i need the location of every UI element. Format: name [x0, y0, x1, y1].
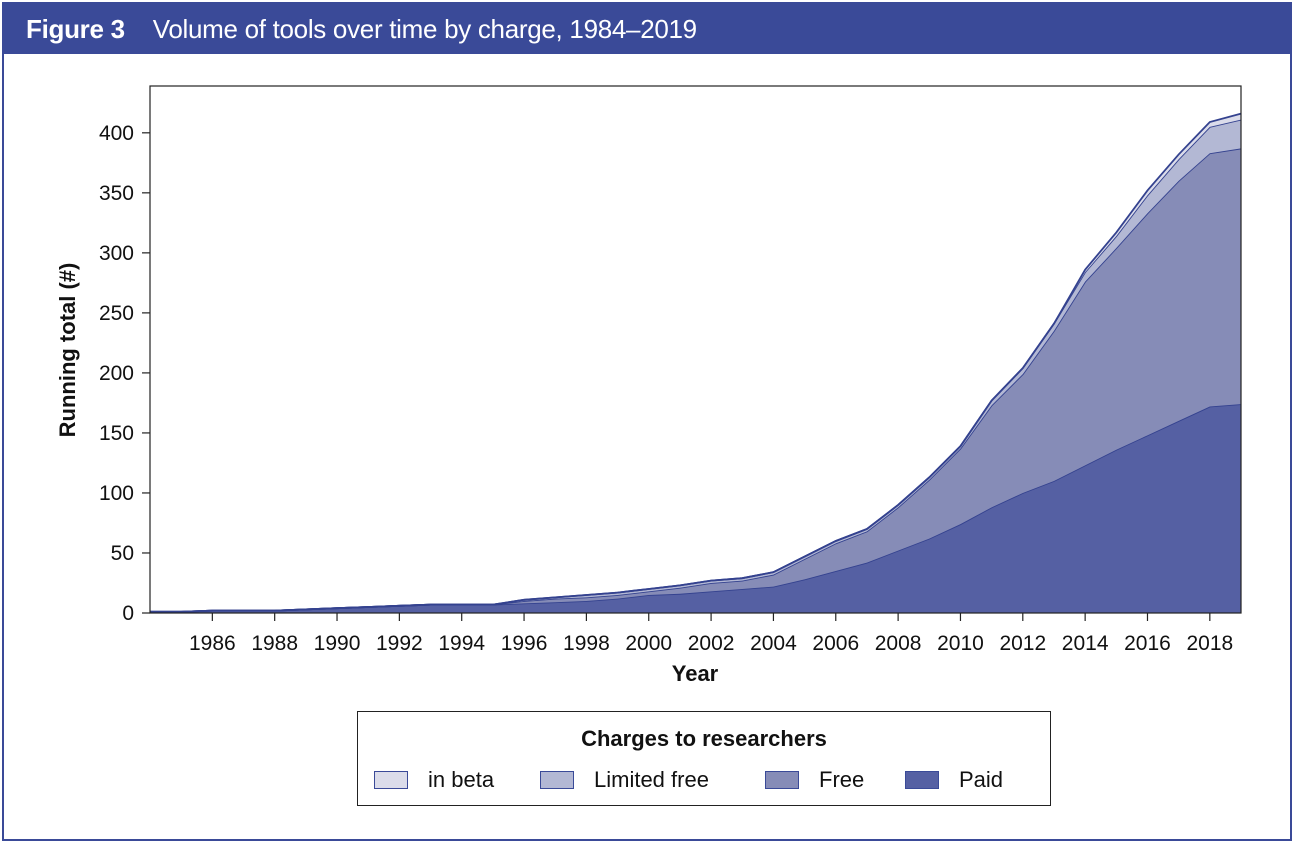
area-paid	[150, 404, 1241, 613]
legend: Charges to researchers in beta Limited f…	[357, 711, 1051, 806]
x-tick-label: 2012	[999, 632, 1046, 655]
legend-swatch-paid	[905, 771, 939, 789]
x-tick-label: 1996	[501, 632, 548, 655]
legend-swatch-limited-free	[540, 771, 574, 789]
x-axis-title: Year	[672, 661, 719, 686]
legend-title: Charges to researchers	[581, 726, 827, 751]
x-tick-label: 1988	[251, 632, 298, 655]
y-tick-label: 0	[122, 602, 134, 625]
x-tick-label: 2016	[1124, 632, 1171, 655]
line-in-beta	[150, 112, 1242, 613]
y-tick-label: 200	[99, 362, 134, 385]
y-tick-label: 250	[99, 302, 134, 325]
y-tick-label: 50	[111, 542, 134, 565]
stacked-areas	[150, 112, 1242, 613]
y-tick-label: 150	[99, 422, 134, 445]
legend-swatch-in-beta	[374, 771, 408, 789]
legend-label-in-beta: in beta	[428, 767, 495, 792]
y-axis-title: Running total (#)	[55, 263, 80, 438]
x-tick-label: 2008	[875, 632, 922, 655]
plot-border	[149, 85, 1242, 614]
x-tick-label: 1994	[438, 632, 485, 655]
x-tick-label: 2000	[625, 632, 672, 655]
legend-item-limited-free: Limited free	[540, 767, 709, 793]
y-tick-label: 350	[99, 182, 134, 205]
x-tick-label: 2002	[688, 632, 735, 655]
figure-title: Volume of tools over time by charge, 198…	[152, 13, 697, 44]
x-tick-label: 2004	[750, 632, 797, 655]
x-tick-label: 1992	[376, 632, 423, 655]
area-free	[150, 148, 1241, 612]
x-tick-label: 1998	[563, 632, 610, 655]
x-tick-label: 2010	[937, 632, 984, 655]
legend-label-paid: Paid	[959, 767, 1004, 792]
legend-items: in beta Limited free Free Paid	[358, 767, 1050, 797]
legend-item-paid: Paid	[905, 767, 1003, 793]
y-tick-label: 400	[99, 122, 134, 145]
axes: 0 50 100 150 200 250 300 350 400 1986 1988 1990 1992…	[99, 85, 1242, 655]
x-tick-label: 2018	[1186, 632, 1233, 655]
figure-header: Figure 3 Volume of tools over time by ch…	[4, 4, 1290, 54]
x-tick-label: 1986	[189, 632, 236, 655]
y-tick-label: 100	[99, 482, 134, 505]
figure-label: Figure 3	[26, 13, 125, 44]
legend-item-in-beta: in beta	[374, 767, 494, 793]
legend-label-limited-free: Limited free	[594, 767, 709, 792]
x-tick-label: 2006	[812, 632, 859, 655]
legend-swatch-free	[765, 771, 799, 789]
legend-label-free: Free	[819, 767, 865, 792]
legend-item-free: Free	[765, 767, 864, 793]
x-tick-label: 1990	[314, 632, 361, 655]
y-tick-label: 300	[99, 242, 134, 265]
x-tick-label: 2014	[1062, 632, 1109, 655]
